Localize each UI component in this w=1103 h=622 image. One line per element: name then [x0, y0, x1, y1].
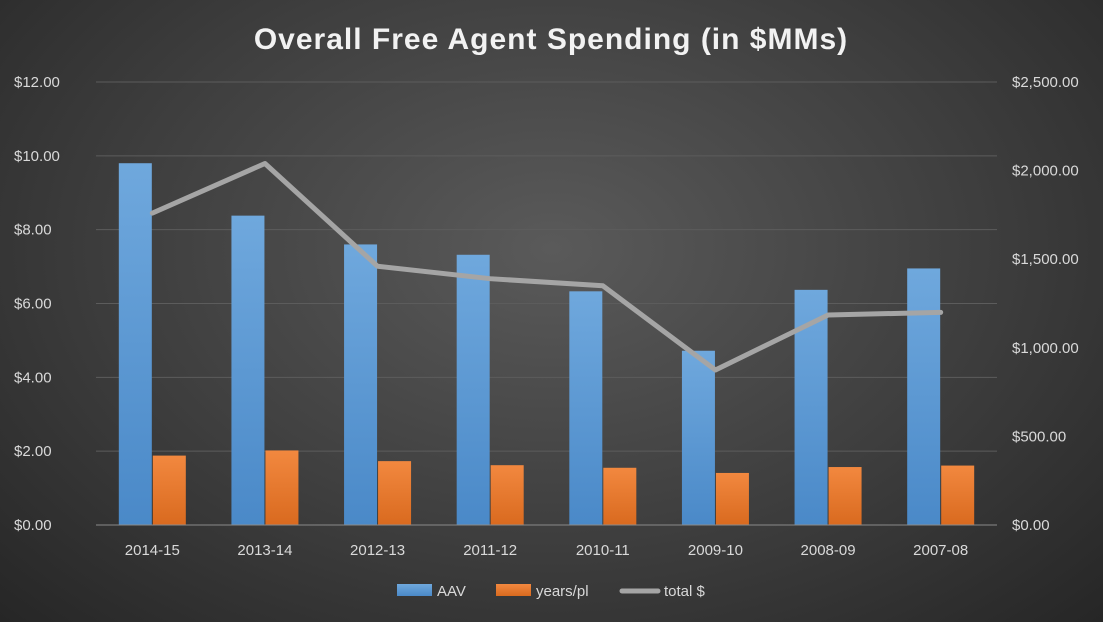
- years-pl-bar: [265, 450, 299, 525]
- x-tick-label: 2007-08: [913, 542, 968, 559]
- years-pl-bar: [828, 467, 862, 525]
- aav-bar: [569, 291, 603, 525]
- axes: $0.00 $2.00 $4.00 $6.00 $8.00 $10.00 $12.00 $0.…: [14, 74, 1079, 559]
- legend-swatch-aav: [397, 584, 432, 596]
- x-tick-label: 2013-14: [237, 542, 292, 559]
- x-tick-label: 2011-12: [463, 542, 517, 559]
- x-tick-label: 2010-11: [576, 542, 630, 559]
- aav-bar: [231, 215, 265, 525]
- legend-label-aav: AAV: [437, 583, 466, 600]
- y-left-tick-label: $0.00: [14, 517, 52, 534]
- total-line: [149, 161, 944, 373]
- y-right-tick-label: $2,500.00: [1012, 74, 1079, 91]
- aav-bar: [344, 244, 378, 525]
- years-pl-bar: [941, 465, 975, 525]
- aav-bar: [681, 350, 715, 525]
- legend: AAV years/pl total $: [397, 583, 706, 600]
- chart-title: Overall Free Agent Spending (in $MMs): [254, 23, 848, 56]
- y-right-tick-label: $0.00: [1012, 517, 1050, 534]
- years-pl-bar: [715, 472, 749, 525]
- y-left-tick-label: $8.00: [14, 222, 52, 239]
- years-pl-bar: [152, 455, 186, 525]
- x-tick-label: 2009-10: [688, 542, 743, 559]
- aav-bar: [907, 268, 941, 525]
- bars: [118, 163, 975, 525]
- x-tick-label: 2008-09: [801, 542, 856, 559]
- x-tick-label: 2012-13: [350, 542, 405, 559]
- legend-swatch-years-pl: [496, 584, 531, 596]
- aav-bar: [456, 254, 490, 525]
- y-right-tick-label: $500.00: [1012, 428, 1066, 445]
- line-series: [149, 161, 944, 373]
- y-right-tick-label: $2,000.00: [1012, 163, 1079, 180]
- x-tick-label: 2014-15: [125, 542, 180, 559]
- aav-bar: [118, 163, 152, 525]
- years-pl-bar: [603, 467, 637, 525]
- y-left-tick-label: $4.00: [14, 369, 52, 386]
- legend-label-years-pl: years/pl: [536, 583, 589, 600]
- years-pl-bar: [490, 465, 524, 525]
- y-left-tick-label: $12.00: [14, 74, 60, 91]
- y-left-tick-label: $6.00: [14, 296, 52, 313]
- y-right-tick-label: $1,000.00: [1012, 340, 1079, 357]
- years-pl-bar: [378, 461, 412, 525]
- y-right-tick-label: $1,500.00: [1012, 251, 1079, 268]
- gridlines: [96, 81, 997, 452]
- legend-label-total: total $: [664, 583, 706, 600]
- y-left-tick-label: $10.00: [14, 148, 60, 165]
- y-left-tick-label: $2.00: [14, 443, 52, 460]
